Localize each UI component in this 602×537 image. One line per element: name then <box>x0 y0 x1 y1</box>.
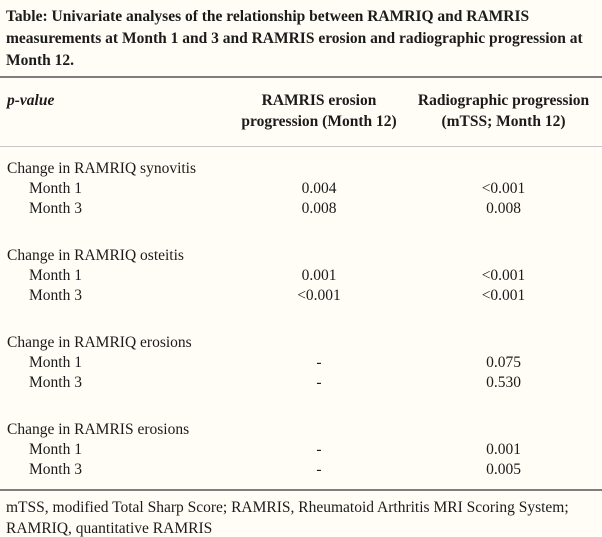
cell-radiographic: <0.001 <box>481 267 526 284</box>
table-row: Month 3 - 0.005 <box>4 460 598 480</box>
column-header-line: RAMRIS erosion <box>261 92 377 109</box>
table-title: Table: Univariate analyses of the relati… <box>6 8 583 69</box>
section-label: Change in RAMRIS erosions <box>7 421 190 438</box>
section-ramriq-osteitis: Change in RAMRIQ osteitis Month 1 0.001 … <box>4 246 598 306</box>
table-row: Month 3 - 0.530 <box>4 373 598 393</box>
column-header-p-value: p-value <box>7 92 55 109</box>
cell-radiographic: 0.530 <box>486 374 521 391</box>
cell-ramris-erosion: 0.001 <box>301 267 337 284</box>
row-label: Month 3 <box>29 461 82 478</box>
row-label: Month 1 <box>29 441 82 458</box>
table-row: Month 1 - 0.075 <box>4 353 598 373</box>
row-label: Month 1 <box>29 180 82 197</box>
column-header-line: Radiographic progression <box>417 92 590 109</box>
column-header-line: (mTSS; Month 12) <box>441 113 566 130</box>
cell-radiographic: 0.001 <box>486 441 521 458</box>
cell-ramris-erosion: 0.004 <box>301 180 337 197</box>
cell-ramris-erosion: 0.008 <box>301 200 337 217</box>
cell-ramris-erosion: - <box>316 354 322 371</box>
top-rule <box>0 76 602 78</box>
cell-radiographic: 0.005 <box>486 461 521 478</box>
section-label: Change in RAMRIQ osteitis <box>7 247 184 264</box>
table-row: Month 1 - 0.001 <box>4 440 598 460</box>
section-ramris-erosions: Change in RAMRIS erosions Month 1 - 0.00… <box>4 420 598 480</box>
section-ramriq-erosions: Change in RAMRIQ erosions Month 1 - 0.07… <box>4 333 598 393</box>
table-row: Month 3 0.008 0.008 <box>4 199 598 219</box>
row-label: Month 3 <box>29 374 82 391</box>
table-row: Month 1 0.001 <0.001 <box>4 266 598 286</box>
section-label: Change in RAMRIQ synovitis <box>7 160 197 177</box>
row-label: Month 1 <box>29 354 82 371</box>
row-label: Month 1 <box>29 267 82 284</box>
cell-ramris-erosion: - <box>316 461 322 478</box>
cell-ramris-erosion: - <box>316 374 322 391</box>
column-header-radiographic-progression: Radiographic progression (mTSS; Month 12… <box>409 90 598 132</box>
table-header-row: p-value RAMRIS erosion progression (Mont… <box>4 90 598 132</box>
row-label: Month 3 <box>29 287 82 304</box>
header-separator-rule <box>0 146 602 147</box>
table-row: Month 1 0.004 <0.001 <box>4 179 598 199</box>
table-footnote: mTSS, modified Total Sharp Score; RAMRIS… <box>6 499 569 537</box>
column-header-line: progression (Month 12) <box>241 113 397 130</box>
bottom-rule <box>0 489 602 491</box>
cell-radiographic: 0.008 <box>486 200 521 217</box>
section-label: Change in RAMRIQ erosions <box>7 334 192 351</box>
cell-ramris-erosion: <0.001 <box>297 287 341 304</box>
cell-ramris-erosion: - <box>316 441 322 458</box>
column-header-ramris-erosion-progression: RAMRIS erosion progression (Month 12) <box>229 90 409 132</box>
cell-radiographic: <0.001 <box>481 287 526 304</box>
section-ramriq-synovitis: Change in RAMRIQ synovitis Month 1 0.004… <box>4 159 598 219</box>
bottom-rule-wrap <box>0 489 602 491</box>
cell-radiographic: <0.001 <box>481 180 526 197</box>
table-body: Change in RAMRIQ synovitis Month 1 0.004… <box>4 147 598 480</box>
row-label: Month 3 <box>29 200 82 217</box>
cell-radiographic: 0.075 <box>486 354 521 371</box>
table-row: Month 3 <0.001 <0.001 <box>4 286 598 306</box>
